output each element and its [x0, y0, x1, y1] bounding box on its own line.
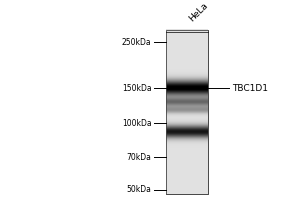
Bar: [167, 30, 208, 194]
Text: 70kDa: 70kDa: [127, 153, 152, 162]
Text: HeLa: HeLa: [187, 0, 209, 23]
Text: 50kDa: 50kDa: [127, 185, 152, 194]
Text: 250kDa: 250kDa: [122, 38, 152, 47]
Bar: [167, 30, 208, 194]
Text: 150kDa: 150kDa: [122, 84, 152, 93]
Text: TBC1D1: TBC1D1: [232, 84, 268, 93]
Text: 100kDa: 100kDa: [122, 119, 152, 128]
